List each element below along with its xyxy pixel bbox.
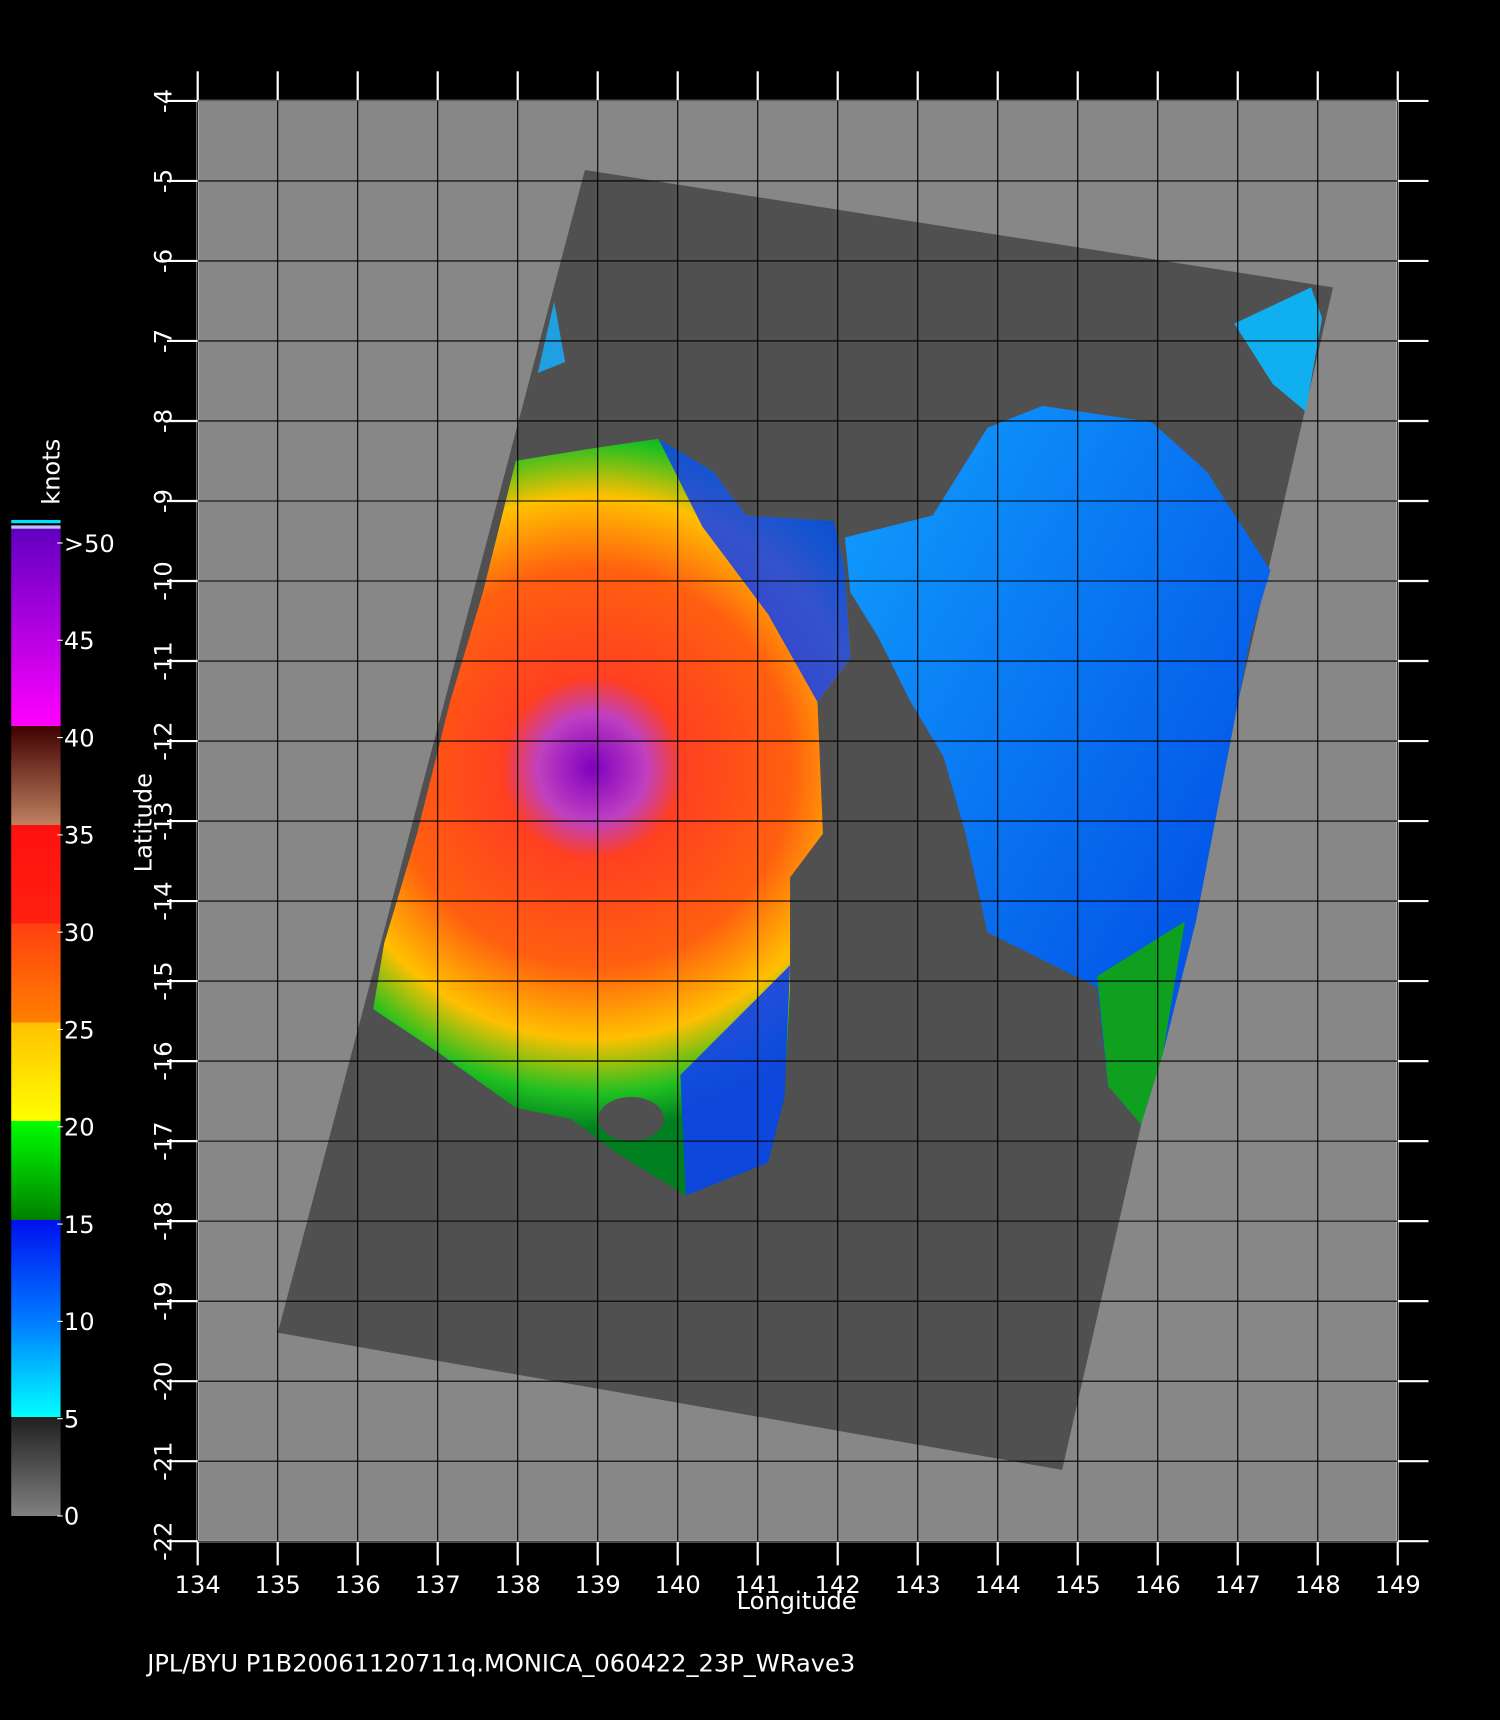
x-tick-label: 135: [255, 1571, 301, 1599]
ocean-winds: [537, 301, 566, 373]
y-tick-label: -16: [149, 1041, 177, 1080]
y-tick-label: -21: [149, 1441, 177, 1480]
x-tick-label: 144: [975, 1571, 1021, 1599]
y-tick-label: -10: [149, 561, 177, 600]
y-tick-label: -18: [149, 1201, 177, 1240]
y-tick-label: -13: [149, 801, 177, 840]
x-axis-label: Longitude: [737, 1587, 857, 1615]
y-tick-label: -12: [149, 721, 177, 760]
coastal-winds: [1097, 921, 1185, 1125]
axes: [166, 71, 1429, 1566]
y-tick-label: -20: [149, 1361, 177, 1400]
y-tick-label: -11: [149, 641, 177, 680]
title: JPL/BYU P1B20061120711q.MONICA_060422_23…: [145, 1650, 855, 1678]
y-tick-label: -4: [149, 89, 177, 113]
land: [598, 1096, 664, 1141]
x-tick-label: 147: [1215, 1571, 1261, 1599]
y-tick-label: -19: [149, 1281, 177, 1320]
calm-area: [658, 438, 851, 703]
x-tick-label: 148: [1295, 1571, 1341, 1599]
ocean-winds: [1234, 287, 1323, 412]
y-tick-label: -5: [149, 169, 177, 193]
y-tick-label: -8: [149, 409, 177, 433]
y-tick-label: -15: [149, 961, 177, 1000]
y-axis-label: Latitude: [130, 773, 158, 872]
colorbar: [11, 528, 61, 1516]
colorbar-cap: [11, 525, 61, 529]
y-tick-label: -22: [149, 1521, 177, 1560]
colorbar-tick-label: 15: [64, 1211, 95, 1239]
colorbar-tick-label: 45: [64, 627, 95, 655]
colorbar-label: knots: [37, 439, 65, 505]
x-tick-label: 146: [1135, 1571, 1181, 1599]
x-tick-label: 136: [335, 1571, 381, 1599]
storm-winds: [373, 438, 851, 1196]
colorbar-tick-label: 40: [64, 724, 95, 752]
colorbar-tick-label: 25: [64, 1016, 95, 1044]
calm-area: [680, 965, 791, 1196]
x-tick-label: 140: [655, 1571, 701, 1599]
x-tick-label: 139: [575, 1571, 621, 1599]
y-tick-label: -17: [149, 1121, 177, 1160]
y-tick-label: -14: [149, 881, 177, 920]
colorbar-tick-label: 5: [64, 1405, 79, 1433]
x-tick-label: 143: [895, 1571, 941, 1599]
x-tick-label: 149: [1375, 1571, 1421, 1599]
colorbar-tick-label: 10: [64, 1308, 95, 1336]
colorbar-cap: [11, 519, 61, 524]
y-tick-label: -6: [149, 249, 177, 273]
colorbar-tick-label: 30: [64, 919, 95, 947]
colorbar-tick-label: 35: [64, 822, 95, 850]
y-tick-label: -7: [149, 329, 177, 353]
x-tick-label: 137: [415, 1571, 461, 1599]
x-tick-label: 138: [495, 1571, 541, 1599]
x-tick-label: 134: [175, 1571, 221, 1599]
colorbar-tick-label: 0: [64, 1503, 79, 1531]
colorbar-tick-label: 20: [64, 1114, 95, 1142]
x-tick-label: 142: [815, 1571, 861, 1599]
x-tick-label: 145: [1055, 1571, 1101, 1599]
y-tick-label: -9: [149, 489, 177, 513]
colorbar-tick-label: >50: [64, 530, 115, 558]
x-tick-label: 141: [735, 1571, 781, 1599]
